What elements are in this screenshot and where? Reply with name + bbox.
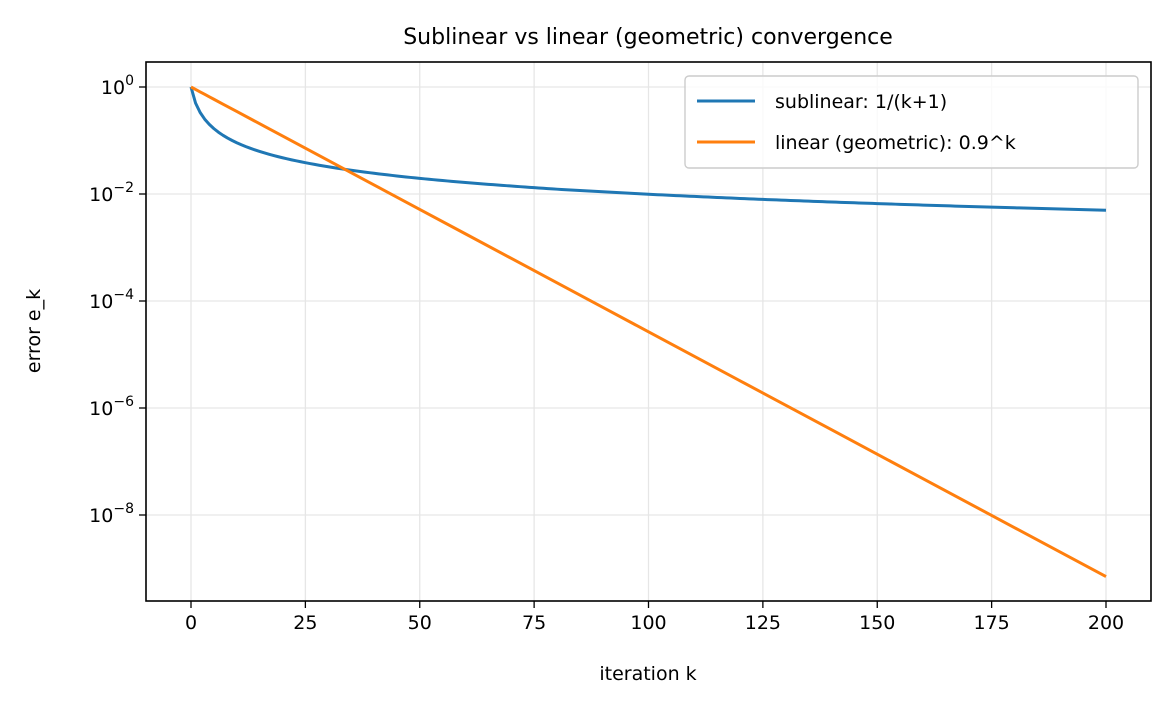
x-axis-label: iteration k [599,663,696,685]
legend: sublinear: 1/(k+1) linear (geometric): 0… [684,75,1139,169]
x-axis: 0 25 50 75 100 125 150 175 200 [185,601,1124,634]
y-tick-label: 10−2 [89,180,134,206]
y-tick-label: 100 [101,73,134,99]
x-tick-label: 200 [1088,612,1124,634]
series-lines [189,85,1107,578]
series-line-geometric [190,85,1107,578]
y-axis-label: error e_k [23,289,45,373]
y-tick-label: 10−8 [89,501,134,527]
y-tick-label: 10−4 [89,287,134,313]
x-tick-label: 175 [973,612,1009,634]
x-tick-label: 25 [293,612,317,634]
legend-label-sublinear: sublinear: 1/(k+1) [775,91,947,113]
chart-title: Sublinear vs linear (geometric) converge… [403,25,893,50]
legend-box [684,75,1139,169]
x-tick-label: 0 [185,612,197,634]
y-tick-label: 10−6 [89,394,134,420]
x-tick-label: 150 [859,612,895,634]
x-tick-label: 50 [408,612,432,634]
legend-label-geometric: linear (geometric): 0.9^k [775,132,1016,154]
x-tick-label: 100 [630,612,666,634]
x-tick-label: 125 [745,612,781,634]
y-axis: 100 10−2 10−4 10−6 10−8 [89,73,146,527]
x-tick-label: 75 [522,612,546,634]
